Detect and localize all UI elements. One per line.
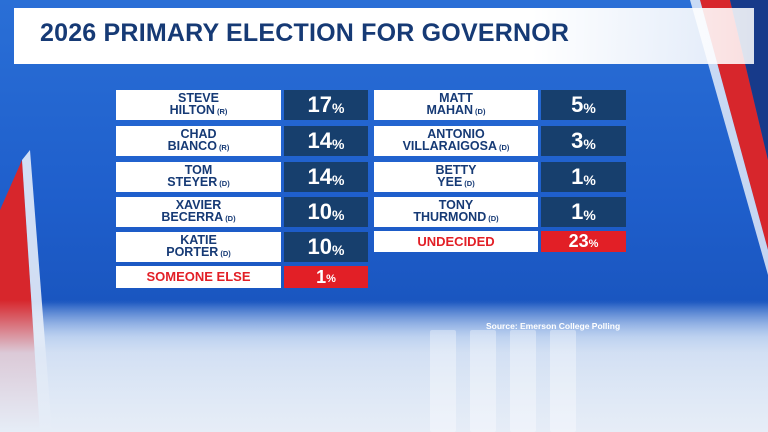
- candidate-first-name: TOM: [184, 163, 213, 177]
- candidate-row: XAVIER BECERRA (D) 10%: [116, 197, 368, 227]
- candidate-row: BETTY YEE (D) 1%: [374, 162, 626, 192]
- percent-value: 3%: [541, 126, 626, 156]
- percent-value: 5%: [541, 90, 626, 120]
- candidate-last-name: VILLARAIGOSA: [402, 139, 498, 153]
- title-bar: [14, 8, 754, 64]
- candidate-row: STEVE HILTON (R) 17%: [116, 90, 368, 120]
- column-decoration: [550, 330, 576, 432]
- party-label: (D): [488, 214, 499, 223]
- candidate-last-name: YEE: [437, 175, 463, 189]
- candidate-name: TOM STEYER (D): [116, 162, 281, 192]
- candidate-first-name: XAVIER: [175, 198, 222, 212]
- candidate-first-name: KATIE: [180, 233, 217, 247]
- percent-value: 1%: [284, 266, 368, 288]
- percent-value: 14%: [284, 126, 368, 156]
- candidate-last-name: MAHAN: [426, 103, 474, 117]
- source-note: Source: Emerson College Polling: [486, 321, 621, 331]
- percent-value: 1%: [541, 162, 626, 192]
- candidate-name: MATT MAHAN (D): [374, 90, 538, 120]
- candidate-row: KATIE PORTER (D) 10%: [116, 232, 368, 262]
- candidate-row: ANTONIO VILLARAIGOSA (D) 3%: [374, 126, 626, 156]
- candidate-last-name: HILTON: [169, 103, 215, 117]
- candidate-name: TONY THURMOND (D): [374, 197, 538, 227]
- party-label: (D): [219, 179, 230, 188]
- candidate-name: ANTONIO VILLARAIGOSA (D): [374, 126, 538, 156]
- percent-value: 17%: [284, 90, 368, 120]
- party-label: (D): [475, 107, 486, 116]
- percent-value: 10%: [284, 232, 368, 262]
- percent-value: 14%: [284, 162, 368, 192]
- percent-value: 23%: [541, 231, 626, 252]
- candidate-row: TOM STEYER (D) 14%: [116, 162, 368, 192]
- party-label: (D): [499, 143, 510, 152]
- percent-value: 1%: [541, 197, 626, 227]
- candidate-last-name: BIANCO: [167, 139, 217, 153]
- column-decoration: [470, 330, 496, 432]
- candidate-first-name: MATT: [439, 91, 473, 105]
- party-label: (D): [220, 249, 231, 258]
- candidate-first-name: ANTONIO: [427, 127, 485, 141]
- someone-else-label: SOMEONE ELSE: [116, 266, 281, 288]
- party-label: (D): [464, 179, 475, 188]
- undecided-label: UNDECIDED: [374, 231, 538, 252]
- undecided-row: UNDECIDED 23%: [374, 231, 626, 252]
- party-label: (R): [216, 107, 228, 116]
- candidate-name: KATIE PORTER (D): [116, 232, 281, 262]
- candidate-name: CHAD BIANCO (R): [116, 126, 281, 156]
- party-label: (R): [218, 143, 230, 152]
- percent-value: 10%: [284, 197, 368, 227]
- candidate-first-name: STEVE: [178, 91, 219, 105]
- someone-else-row: SOMEONE ELSE 1%: [116, 266, 368, 288]
- candidate-first-name: BETTY: [435, 163, 477, 177]
- candidate-first-name: CHAD: [180, 127, 217, 141]
- candidate-row: MATT MAHAN (D) 5%: [374, 90, 626, 120]
- candidate-name: XAVIER BECERRA (D): [116, 197, 281, 227]
- page-title: 2026 PRIMARY ELECTION FOR GOVERNOR: [40, 19, 570, 47]
- candidate-last-name: STEYER: [167, 175, 218, 189]
- party-label: (D): [225, 214, 236, 223]
- candidate-first-name: TONY: [438, 198, 474, 212]
- candidate-name: BETTY YEE (D): [374, 162, 538, 192]
- candidate-row: TONY THURMOND (D) 1%: [374, 197, 626, 227]
- candidate-last-name: BECERRA: [161, 210, 224, 224]
- candidate-last-name: THURMOND: [413, 210, 487, 224]
- column-decoration: [510, 330, 536, 432]
- candidate-last-name: PORTER: [166, 245, 219, 259]
- candidate-row: CHAD BIANCO (R) 14%: [116, 126, 368, 156]
- capitol-photo-background: [0, 300, 768, 432]
- candidate-name: STEVE HILTON (R): [116, 90, 281, 120]
- column-decoration: [430, 330, 456, 432]
